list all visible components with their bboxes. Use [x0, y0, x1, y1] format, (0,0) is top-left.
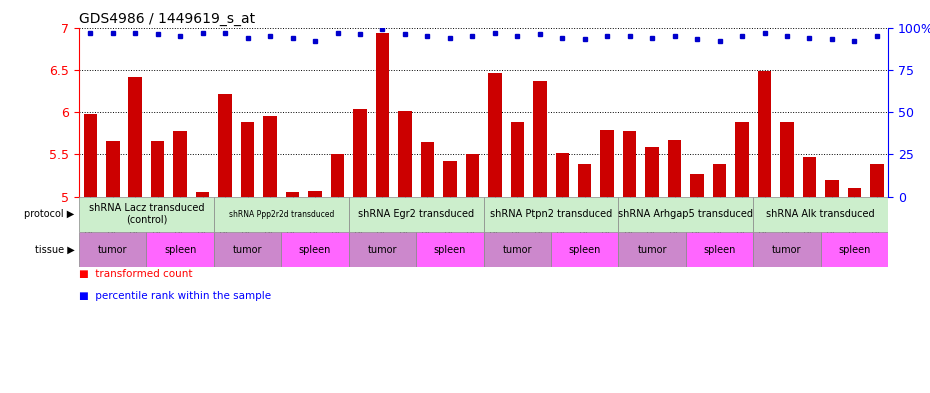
Bar: [331, 154, 344, 196]
Bar: [417, 232, 484, 267]
Bar: [533, 81, 547, 196]
Bar: [214, 232, 281, 267]
Bar: [79, 232, 147, 267]
Bar: [753, 232, 820, 267]
Bar: [214, 196, 349, 232]
Bar: [484, 196, 618, 232]
Bar: [79, 196, 214, 232]
Text: tumor: tumor: [98, 244, 127, 255]
Text: tumor: tumor: [367, 244, 397, 255]
Bar: [870, 164, 883, 196]
Bar: [281, 232, 349, 267]
Bar: [151, 141, 165, 196]
Bar: [173, 130, 187, 196]
Bar: [353, 108, 366, 196]
Bar: [668, 140, 682, 196]
Text: protocol ▶: protocol ▶: [24, 209, 74, 219]
Bar: [376, 33, 389, 196]
Bar: [488, 73, 501, 196]
Bar: [241, 122, 254, 196]
Text: ■  percentile rank within the sample: ■ percentile rank within the sample: [79, 291, 272, 301]
Bar: [758, 71, 771, 196]
Bar: [618, 232, 685, 267]
Bar: [848, 188, 861, 196]
Bar: [484, 232, 551, 267]
Bar: [685, 232, 753, 267]
Bar: [511, 122, 525, 196]
Text: tumor: tumor: [232, 244, 262, 255]
Bar: [645, 147, 658, 196]
Bar: [466, 154, 479, 196]
Bar: [219, 94, 232, 196]
Bar: [712, 164, 726, 196]
Text: shRNA Arhgap5 transduced: shRNA Arhgap5 transduced: [618, 209, 753, 219]
Bar: [825, 180, 839, 196]
Bar: [551, 232, 618, 267]
Bar: [286, 192, 299, 196]
Bar: [443, 161, 457, 196]
Bar: [420, 141, 434, 196]
Text: GDS4986 / 1449619_s_at: GDS4986 / 1449619_s_at: [79, 13, 255, 26]
Bar: [753, 196, 888, 232]
Text: tumor: tumor: [637, 244, 667, 255]
Bar: [618, 196, 753, 232]
Bar: [601, 130, 614, 196]
Bar: [690, 174, 704, 196]
Bar: [736, 122, 749, 196]
Bar: [196, 192, 209, 196]
Bar: [820, 232, 888, 267]
Text: spleen: spleen: [433, 244, 466, 255]
Text: spleen: spleen: [838, 244, 870, 255]
Text: tumor: tumor: [772, 244, 802, 255]
Text: ■  transformed count: ■ transformed count: [79, 269, 193, 279]
Text: shRNA Lacz transduced
(control): shRNA Lacz transduced (control): [88, 204, 205, 225]
Text: tissue ▶: tissue ▶: [34, 244, 74, 255]
Bar: [84, 114, 97, 196]
Bar: [780, 122, 793, 196]
Bar: [349, 232, 417, 267]
Text: shRNA Ptpn2 transduced: shRNA Ptpn2 transduced: [490, 209, 612, 219]
Bar: [147, 232, 214, 267]
Text: tumor: tumor: [502, 244, 532, 255]
Bar: [128, 77, 142, 196]
Text: spleen: spleen: [568, 244, 601, 255]
Bar: [308, 191, 322, 196]
Bar: [263, 116, 277, 196]
Bar: [106, 141, 119, 196]
Text: spleen: spleen: [299, 244, 331, 255]
Bar: [555, 152, 569, 196]
Text: shRNA Egr2 transduced: shRNA Egr2 transduced: [358, 209, 474, 219]
Text: shRNA Ppp2r2d transduced: shRNA Ppp2r2d transduced: [229, 210, 334, 219]
Bar: [349, 196, 484, 232]
Bar: [398, 111, 412, 196]
Text: spleen: spleen: [164, 244, 196, 255]
Bar: [623, 130, 636, 196]
Bar: [803, 157, 817, 196]
Text: spleen: spleen: [703, 244, 736, 255]
Bar: [578, 164, 591, 196]
Text: shRNA Alk transduced: shRNA Alk transduced: [766, 209, 875, 219]
